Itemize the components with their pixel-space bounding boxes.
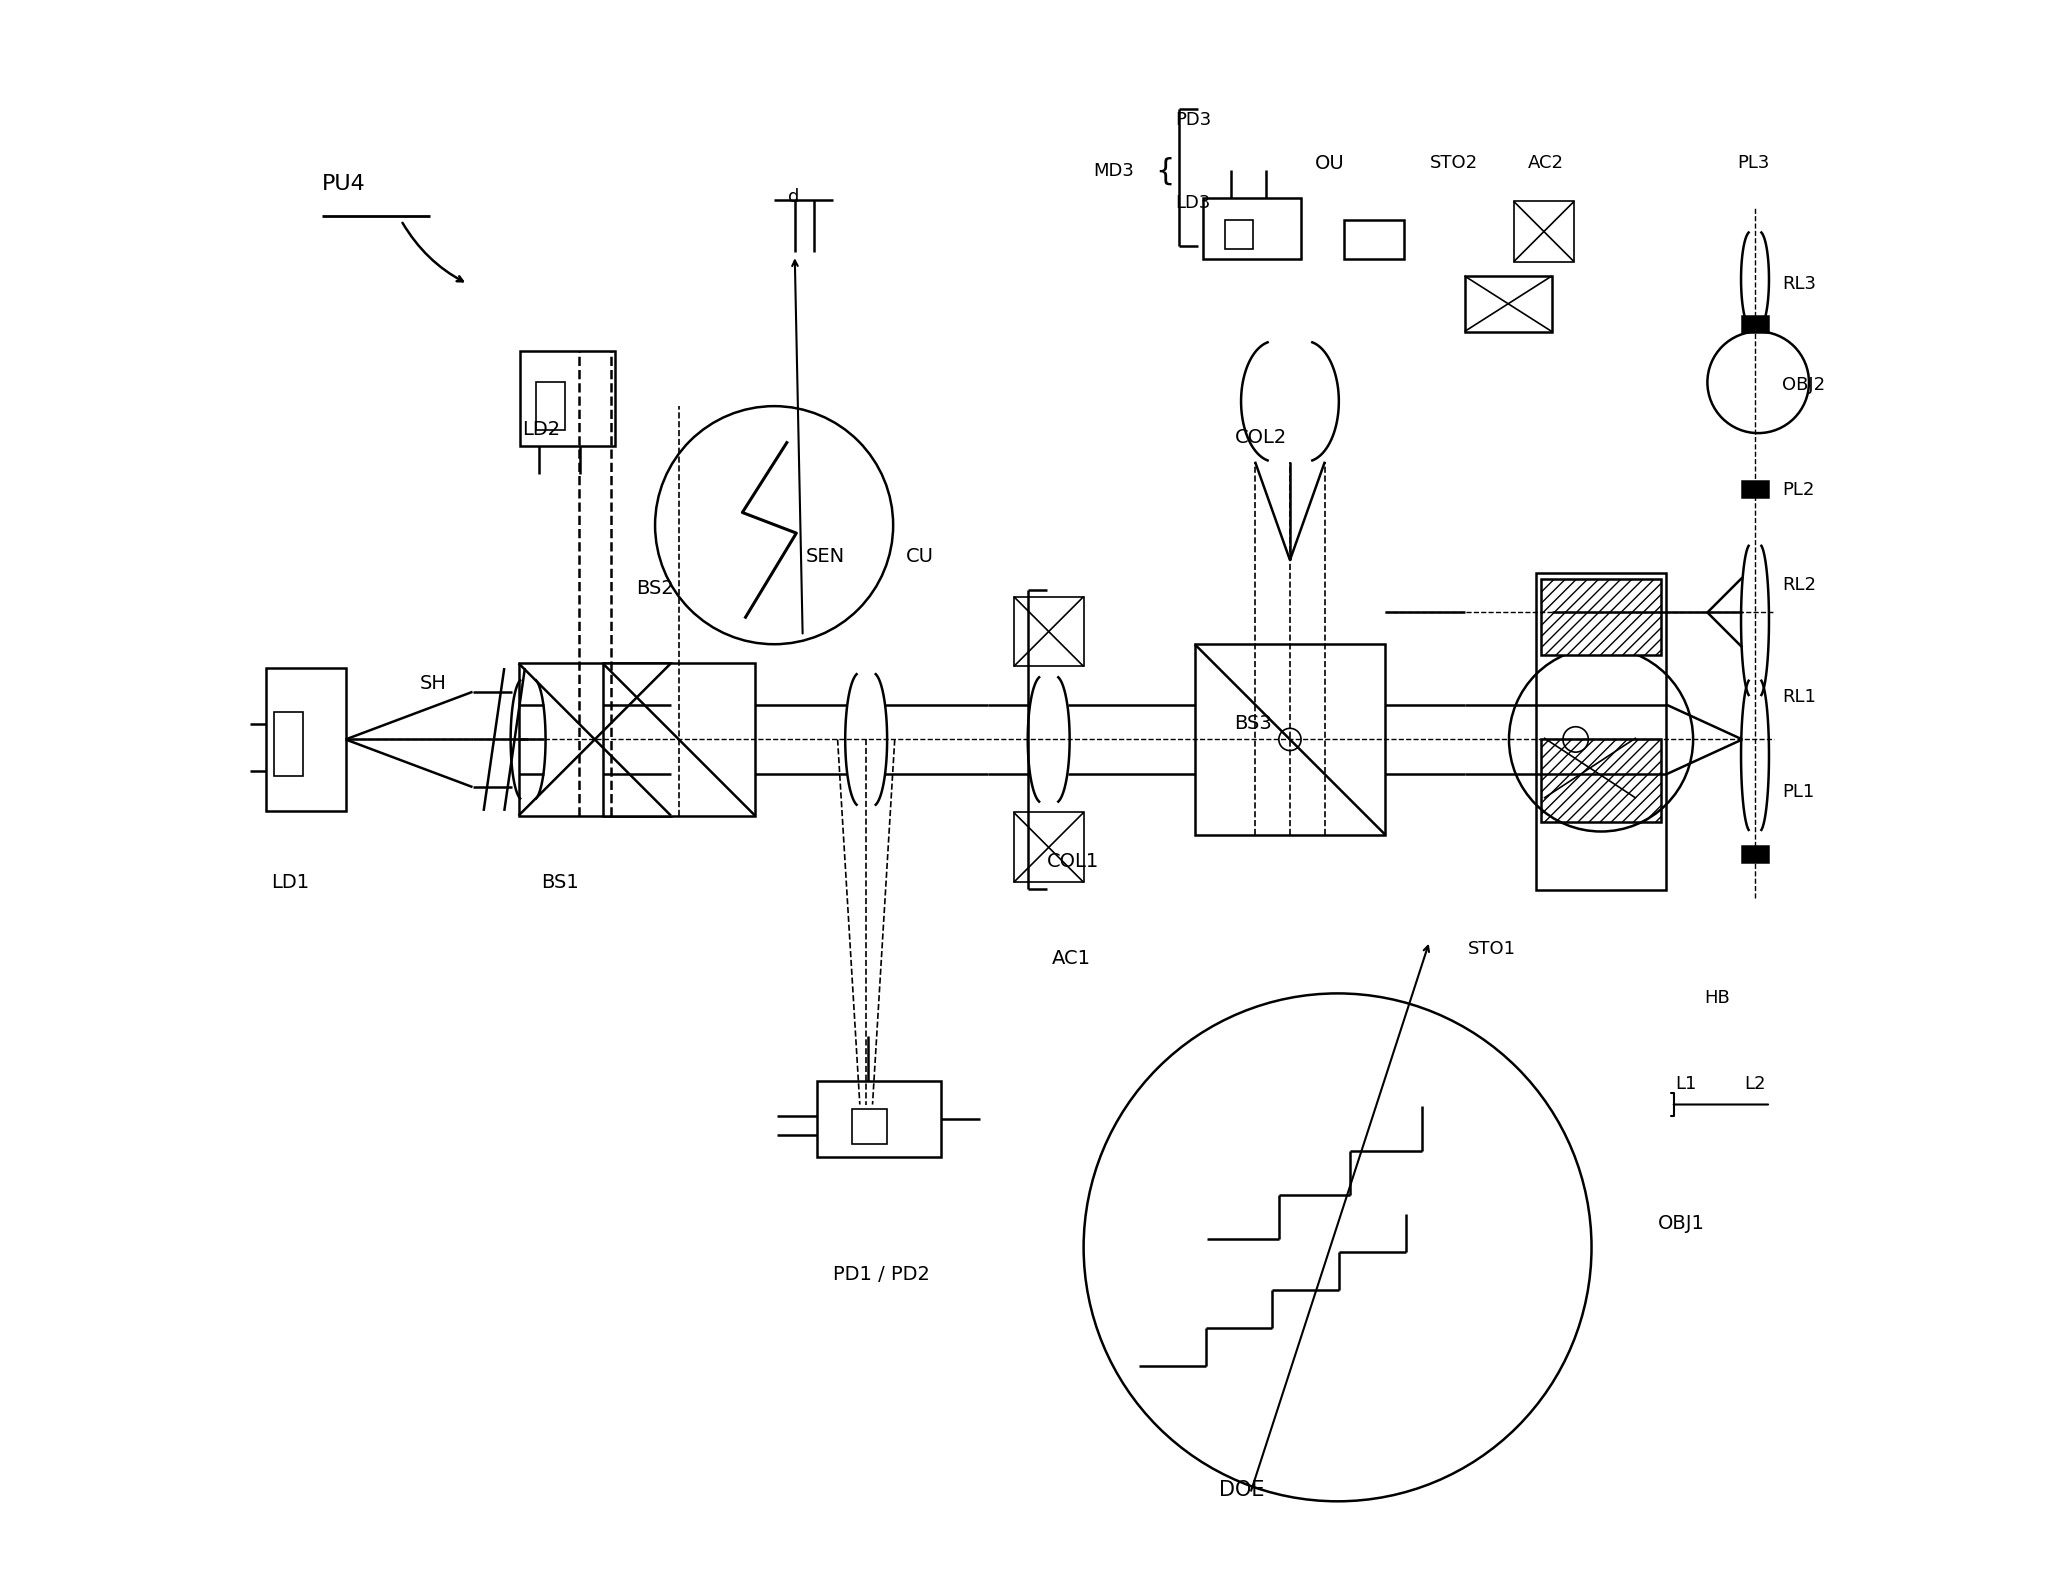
Text: CU: CU	[905, 547, 934, 566]
Text: PD1 / PD2: PD1 / PD2	[833, 1264, 930, 1283]
Text: OBJ2: OBJ2	[1782, 377, 1825, 394]
Text: STO2: STO2	[1430, 154, 1477, 172]
Text: MD3: MD3	[1094, 162, 1133, 180]
Bar	[518, 663, 671, 816]
Bar	[1743, 480, 1767, 496]
Bar	[1544, 738, 1637, 798]
Bar	[265, 668, 346, 811]
Text: AC2: AC2	[1527, 154, 1564, 172]
Text: RL2: RL2	[1782, 577, 1815, 595]
Bar	[1743, 846, 1767, 862]
Text: d: d	[787, 188, 800, 205]
Text: COL1: COL1	[1046, 852, 1100, 871]
Bar	[1465, 277, 1552, 332]
Text: LD3: LD3	[1175, 194, 1210, 211]
Text: L2: L2	[1745, 1075, 1765, 1092]
Text: STO1: STO1	[1467, 940, 1517, 957]
Text: L1: L1	[1676, 1075, 1697, 1092]
Text: AC1: AC1	[1053, 949, 1090, 968]
Bar	[1743, 316, 1767, 332]
Text: RL3: RL3	[1782, 275, 1815, 293]
Text: OBJ1: OBJ1	[1658, 1215, 1705, 1234]
Text: BS3: BS3	[1235, 714, 1272, 733]
Text: PL3: PL3	[1738, 154, 1769, 172]
Text: PL2: PL2	[1782, 482, 1815, 499]
Text: BS1: BS1	[541, 873, 578, 892]
Bar	[603, 663, 754, 816]
Text: {: {	[1154, 157, 1175, 186]
Text: LD1: LD1	[271, 873, 309, 892]
Text: SH: SH	[421, 674, 448, 693]
Bar	[1196, 644, 1386, 835]
Bar	[1345, 221, 1405, 259]
Text: DOE: DOE	[1218, 1480, 1264, 1501]
Bar	[520, 350, 615, 445]
Bar	[274, 712, 303, 776]
Text: PL1: PL1	[1782, 782, 1815, 801]
Bar	[1225, 221, 1254, 250]
Text: OU: OU	[1316, 154, 1345, 173]
Text: RL1: RL1	[1782, 687, 1815, 706]
Bar	[1515, 202, 1575, 262]
Text: BS2: BS2	[636, 579, 673, 598]
Bar	[537, 382, 564, 429]
Text: HB: HB	[1705, 989, 1730, 1006]
Text: LD2: LD2	[522, 420, 559, 439]
Bar	[1013, 596, 1084, 666]
Bar	[1535, 572, 1666, 890]
Bar	[816, 1081, 941, 1158]
Text: PU4: PU4	[321, 173, 365, 194]
Text: PD3: PD3	[1175, 111, 1212, 129]
Text: SEN: SEN	[806, 547, 845, 566]
Bar	[852, 1110, 887, 1145]
Bar	[1542, 579, 1662, 655]
Bar	[1542, 739, 1662, 822]
Text: COL2: COL2	[1235, 428, 1287, 447]
Bar	[1202, 199, 1301, 259]
Bar	[1013, 812, 1084, 882]
